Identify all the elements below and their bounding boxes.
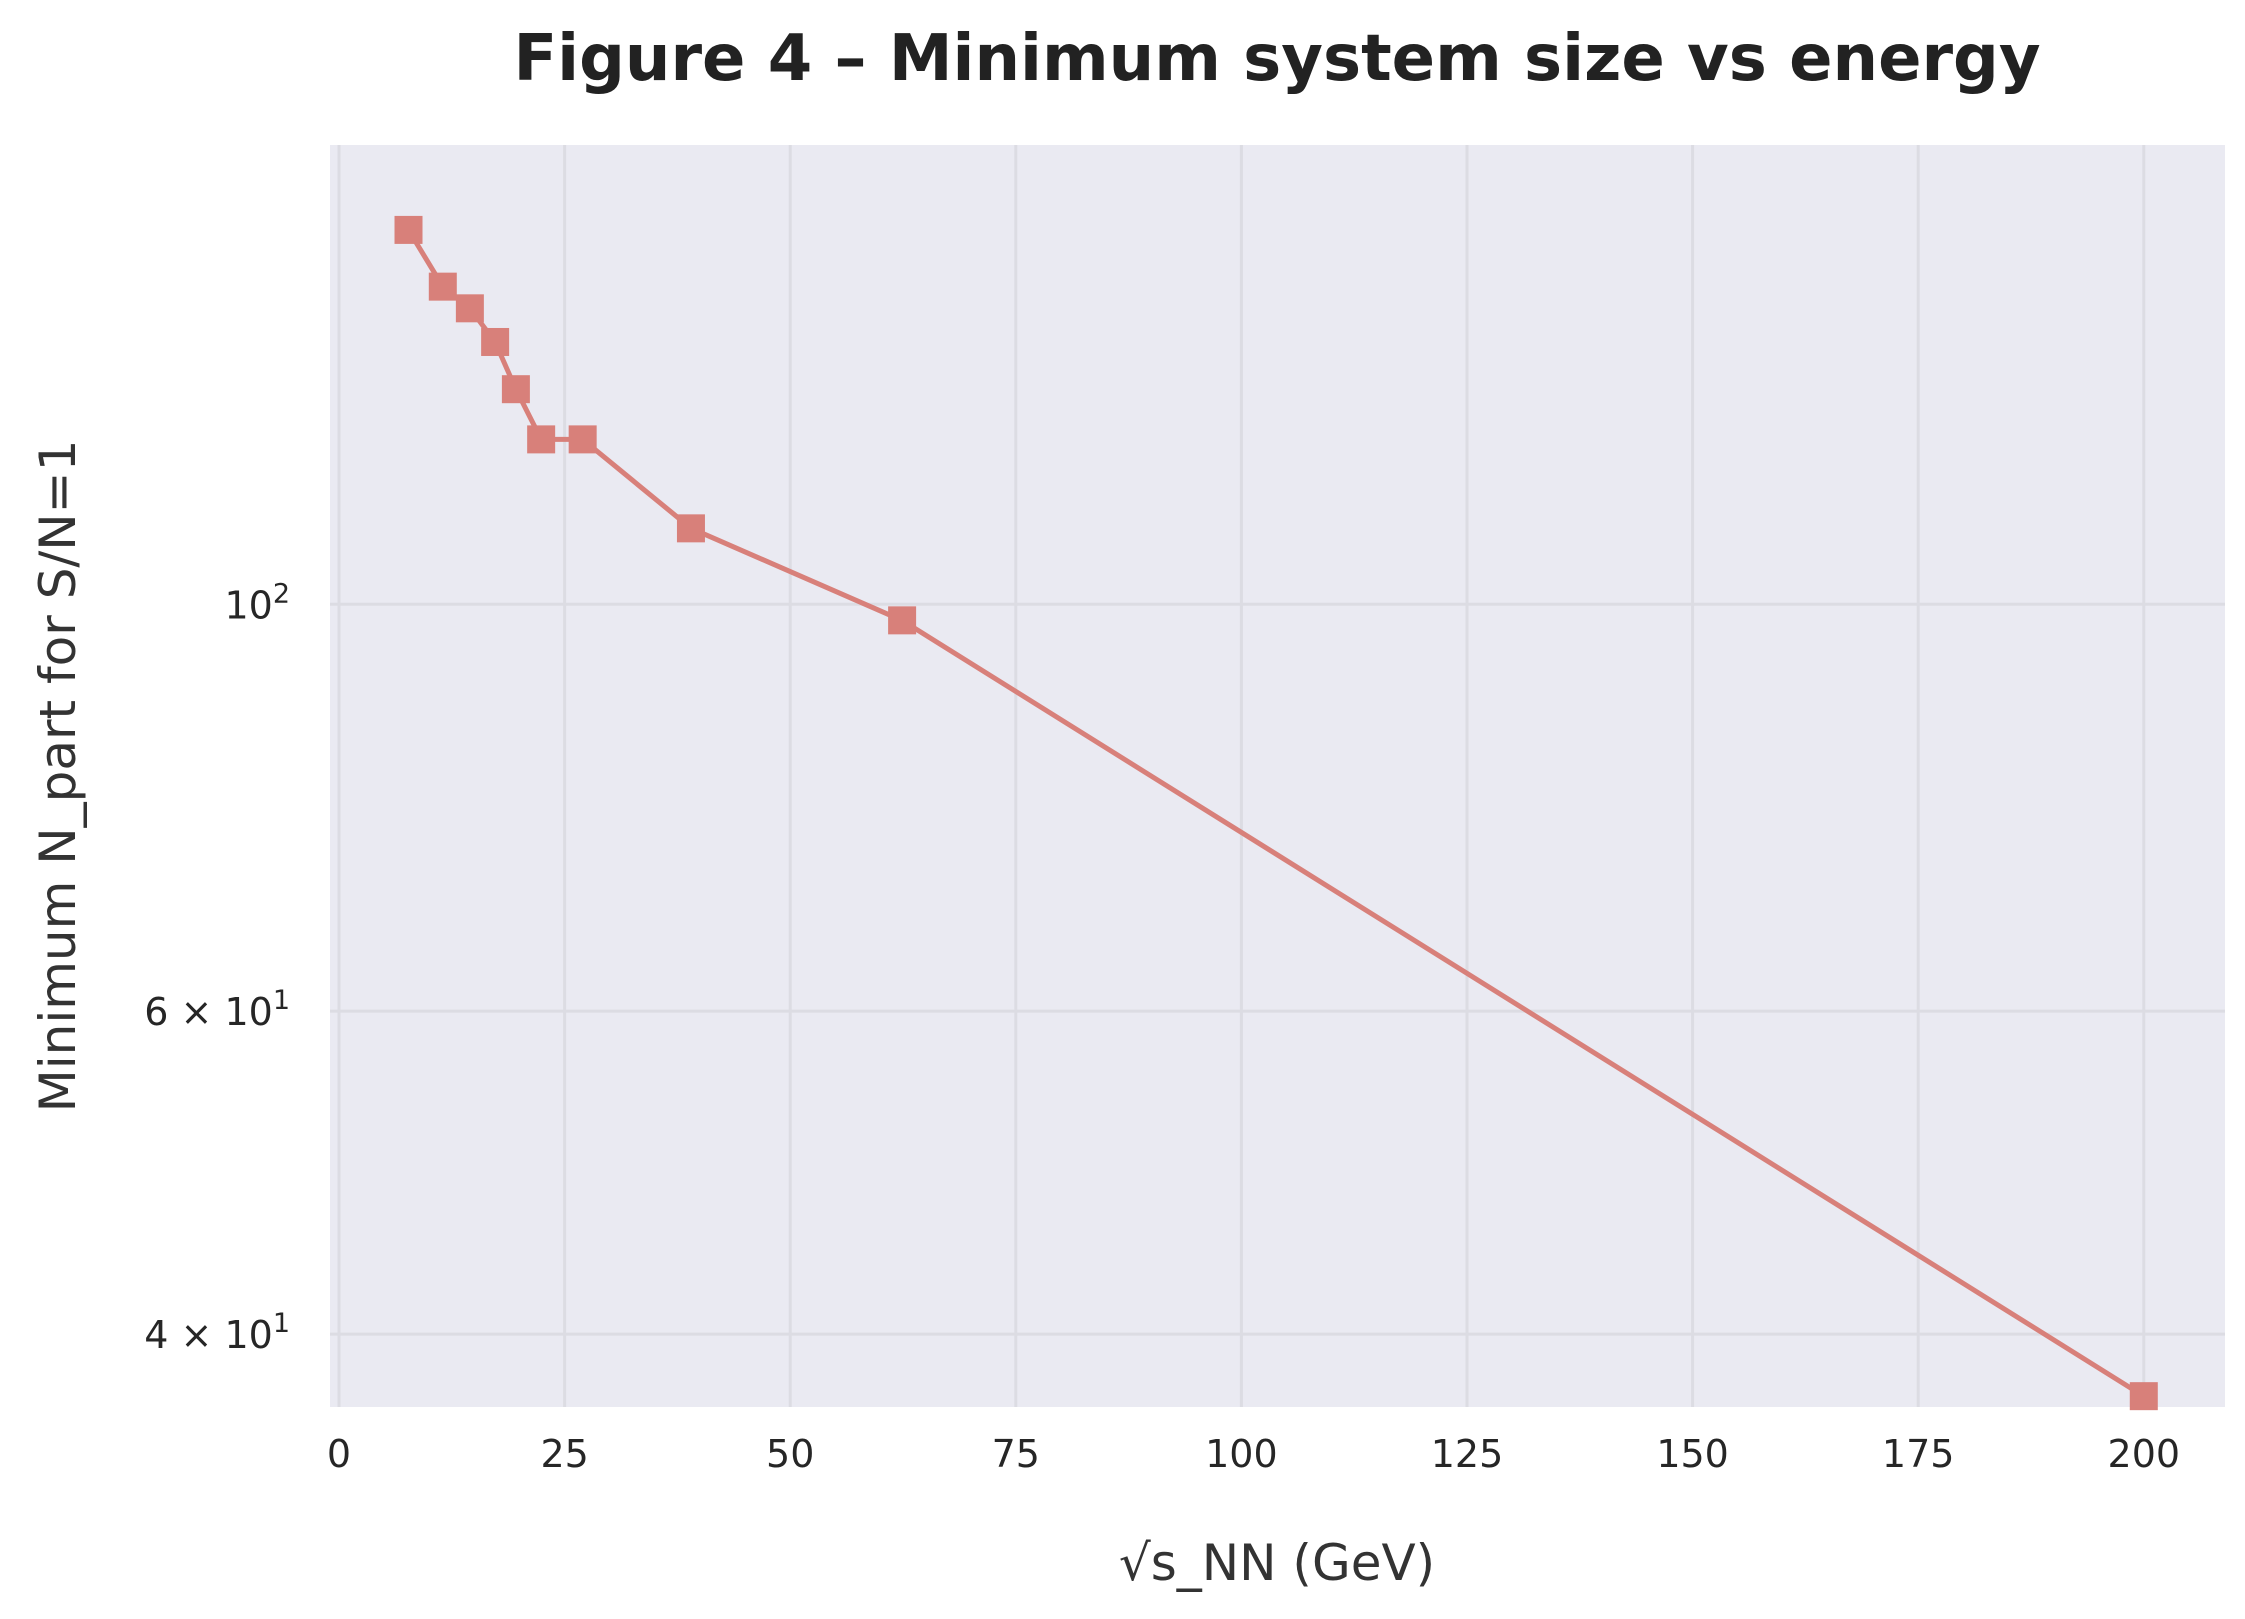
x-tick-label: 75 [992,1432,1040,1476]
x-tick-label: 175 [1882,1432,1955,1476]
x-tick-label: 125 [1431,1432,1504,1476]
chart-title: Figure 4 – Minimum system size vs energy [513,22,2040,96]
y-axis-label: Minimum N_part for S/N=1 [29,440,87,1113]
x-tick-label: 200 [2108,1432,2181,1476]
data-point-marker [568,425,597,454]
data-point-marker [455,294,484,323]
data-point-marker [2129,1382,2158,1411]
y-tick-label: 4 × 101 [144,1308,290,1357]
x-tick-label: 50 [766,1432,814,1476]
y-tick-label: 6 × 101 [144,985,290,1034]
data-point-marker [428,272,457,301]
data-point-marker [527,425,556,454]
y-tick-exponent: 2 [273,578,290,609]
x-tick-label: 150 [1656,1432,1729,1476]
y-tick-exponent: 1 [273,1308,290,1339]
plot-area [330,145,2225,1407]
y-tick-exponent: 1 [273,985,290,1016]
x-tick-label: 0 [327,1432,351,1476]
y-tick-prefix: 6 × [144,990,224,1034]
x-axis-label: √s_NN (GeV) [1119,1534,1435,1592]
y-tick-base: 10 [224,990,272,1034]
data-point-marker [676,514,705,543]
y-tick-label: 102 [224,578,290,627]
series-group [394,215,2158,1411]
data-point-marker [888,606,917,635]
data-point-marker [481,327,510,356]
x-tick-label: 100 [1205,1432,1278,1476]
data-point-marker [394,215,423,244]
y-tick-base: 10 [224,1313,272,1357]
grid [330,145,2225,1407]
y-tick-prefix: 4 × [144,1313,224,1357]
y-tick-base: 10 [224,583,272,627]
data-point-marker [501,375,530,404]
x-tick-label: 25 [540,1432,588,1476]
